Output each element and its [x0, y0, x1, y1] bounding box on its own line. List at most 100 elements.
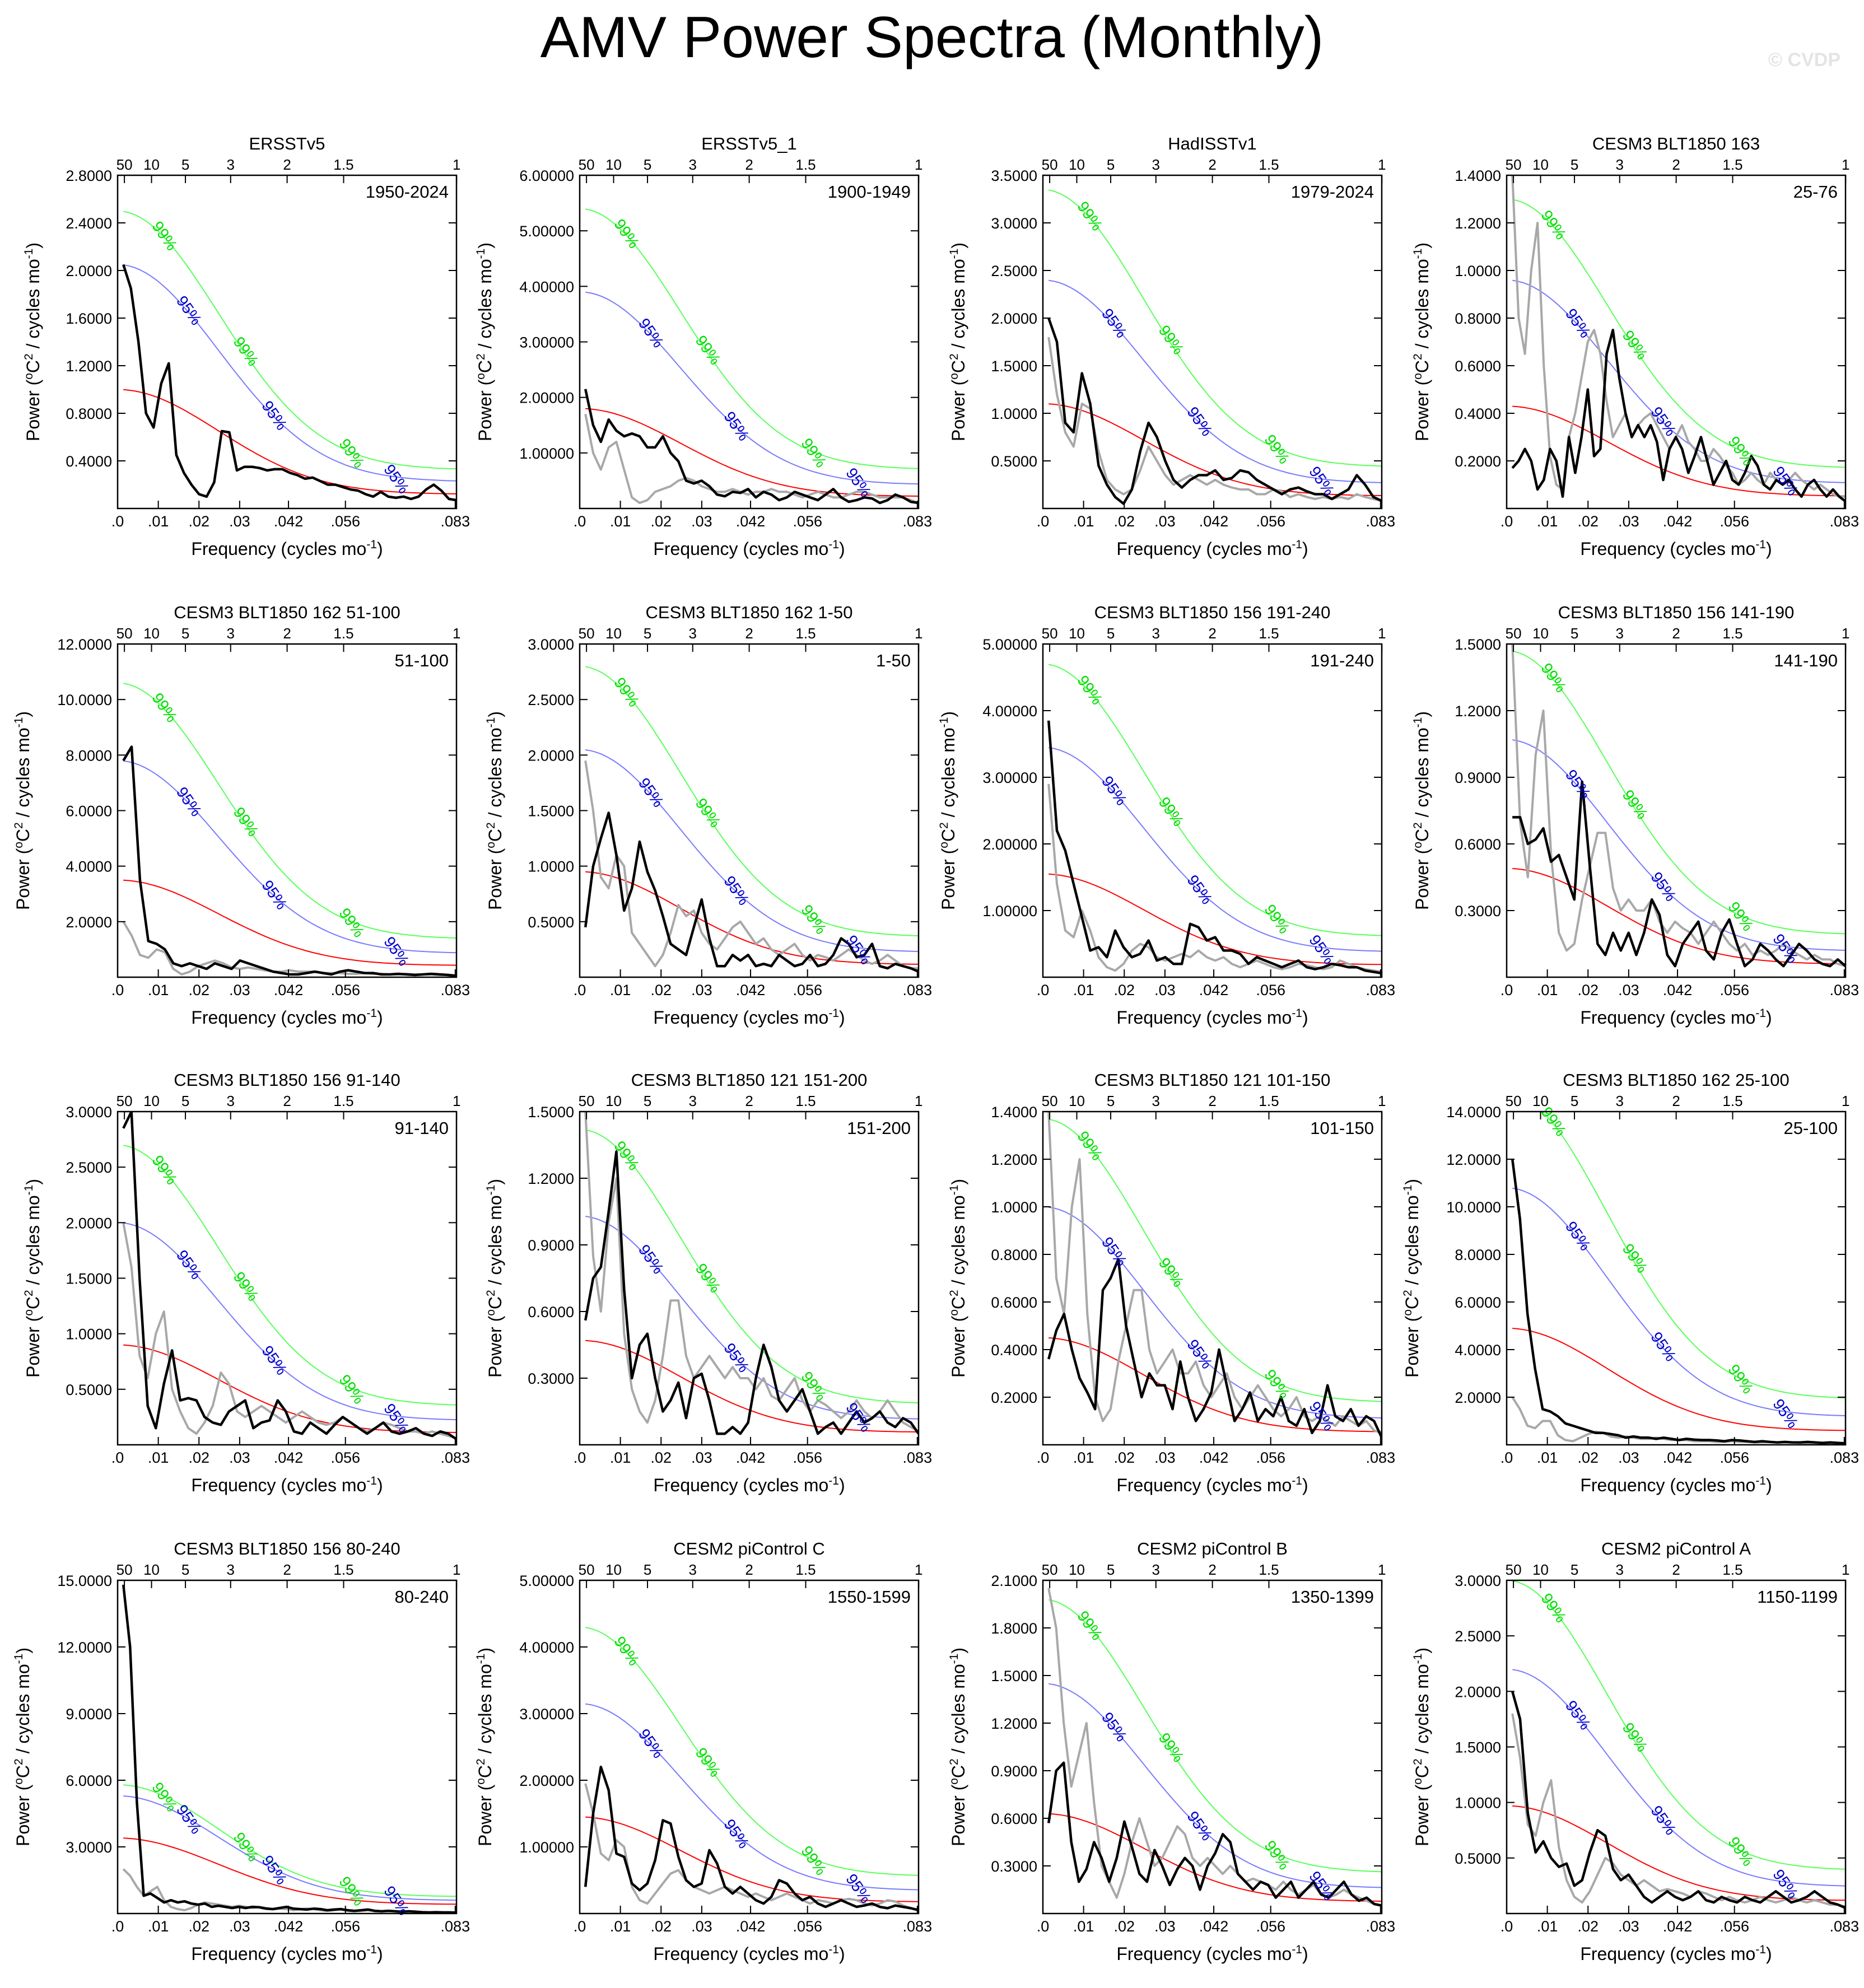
period-years-label: 51-100 — [394, 651, 449, 670]
red-noise-curve — [585, 408, 919, 497]
x-tick-label: .03 — [1618, 982, 1639, 998]
percent-95-label: 95% — [720, 1340, 753, 1375]
chart-title: ERSSTv5_1 — [701, 134, 797, 153]
red-noise-curve — [1048, 873, 1382, 965]
x-axis-label-sup: -1 — [1292, 1474, 1302, 1487]
x-axis-label-close: ) — [839, 1944, 845, 1964]
confidence-99-curve — [123, 683, 456, 939]
y-tick-label: 0.6000 — [1455, 836, 1501, 853]
period-tick-label: 10 — [1532, 156, 1549, 173]
percent-95-label: 95% — [1562, 1218, 1595, 1254]
x-tick-label: .056 — [1256, 1449, 1285, 1466]
period-years-label: 1550-1599 — [828, 1587, 911, 1607]
period-tick-label: 1.5 — [795, 156, 816, 173]
x-tick-label: .056 — [793, 982, 822, 998]
chart-title: ERSSTv5 — [249, 134, 325, 153]
y-axis-label-part: 2 — [474, 1758, 487, 1765]
period-tick-label: 1.5 — [1259, 1561, 1279, 1578]
x-tick-label: .02 — [1577, 513, 1599, 530]
period-tick-label: 2 — [1672, 1561, 1680, 1578]
y-axis-label: Power (oC2 / cycles mo-1) — [938, 711, 958, 910]
period-tick-label: 2 — [1672, 156, 1680, 173]
x-tick-label: .0 — [111, 513, 124, 530]
x-tick-label: .042 — [1663, 1449, 1693, 1466]
y-tick-label: 1.5000 — [528, 1104, 574, 1121]
y-tick-label: 3.5000 — [991, 167, 1037, 184]
chart-panel: ERSSTv599%99%99%95%95%95%1950-2024.0.01.… — [22, 134, 470, 559]
period-tick-label: 10 — [1069, 1561, 1085, 1578]
x-axis-label: Frequency (cycles mo-1) — [653, 1474, 845, 1495]
y-tick-label: 1.0000 — [991, 1199, 1037, 1216]
chart-title: CESM3 BLT1850 121 151-200 — [631, 1070, 868, 1090]
y-axis-label-part: ) — [1412, 711, 1432, 717]
y-tick-label: 0.6000 — [991, 1294, 1037, 1311]
period-tick-label: 5 — [644, 156, 651, 173]
y-axis-label-part: 2 — [22, 353, 35, 360]
confidence-95-curve — [1512, 279, 1846, 483]
x-axis-label: Frequency (cycles mo-1) — [653, 1007, 845, 1028]
x-tick-label: .02 — [1577, 1449, 1599, 1466]
period-tick-label: 1 — [915, 156, 922, 173]
x-tick-label: .02 — [1577, 982, 1599, 998]
red-noise-curve — [123, 1344, 456, 1433]
red-noise-curve — [1512, 405, 1846, 497]
y-axis-label-part: / cycles mo — [1402, 1195, 1422, 1290]
plot-lines — [122, 1112, 456, 1440]
percent-95-label: 95% — [258, 877, 291, 913]
y-tick-label: 1.2000 — [528, 1170, 574, 1187]
chart-panel: CESM2 piControl B99%99%99%95%95%95%1350-… — [948, 1539, 1395, 1964]
y-axis-label-part: 2 — [12, 822, 25, 829]
plot-lines — [1511, 175, 1846, 503]
period-tick-label: 1.5 — [1722, 1093, 1742, 1109]
y-axis-label-part: Power ( — [485, 1315, 505, 1378]
period-tick-label: 10 — [1532, 1093, 1549, 1109]
x-axis-label-sup: -1 — [828, 1007, 839, 1020]
y-tick-label: 0.8000 — [1455, 310, 1501, 327]
model-spectrum-line — [122, 1112, 456, 1440]
y-axis-label-part: -1 — [1411, 717, 1424, 728]
y-tick-label: 1.5000 — [66, 1271, 112, 1287]
y-tick-label: 4.0000 — [66, 858, 112, 875]
chart-title: HadISSTv1 — [1168, 134, 1257, 153]
confidence-99-curve — [1048, 1599, 1382, 1873]
chart-panel: CESM3 BLT1850 156 141-19099%99%99%95%95%… — [1411, 603, 1859, 1028]
red-noise-curve — [123, 1837, 456, 1905]
x-axis-label: Frequency (cycles mo-1) — [1116, 1943, 1308, 1964]
period-years-label: 25-76 — [1793, 182, 1838, 202]
model-spectrum-line — [584, 811, 919, 973]
chart-panel: CESM3 BLT1850 156 191-24099%99%99%95%95%… — [938, 603, 1395, 1028]
y-axis-label-part: C — [948, 1765, 968, 1778]
model-spectrum-line — [122, 745, 456, 977]
y-axis-label-part: C — [1412, 360, 1432, 373]
percent-95-label: 95% — [173, 1247, 206, 1282]
percent-99-label: 99% — [798, 1842, 830, 1878]
x-tick-label: .042 — [1199, 513, 1229, 530]
y-axis-label-part: ) — [475, 1648, 495, 1654]
period-tick-label: 2 — [1208, 1561, 1216, 1578]
x-tick-label: .01 — [1073, 513, 1094, 530]
chart-panel: CESM2 piControl A99%99%99%95%95%95%1150-… — [1411, 1539, 1859, 1964]
y-axis-label-part: ) — [948, 1648, 968, 1654]
x-axis-label: Frequency (cycles mo-1) — [1580, 1474, 1772, 1495]
percent-95-label: 95% — [635, 1242, 668, 1277]
x-tick-label: .042 — [736, 982, 766, 998]
confidence-95-curve — [585, 291, 919, 485]
x-tick-label: .042 — [274, 513, 304, 530]
period-tick-label: 50 — [116, 1093, 133, 1109]
period-years-label: 151-200 — [847, 1118, 911, 1138]
x-axis-label-close: ) — [1766, 539, 1772, 559]
y-axis-label-part: ) — [1402, 1179, 1422, 1185]
x-tick-label: .0 — [1500, 982, 1513, 998]
period-tick-label: 1 — [453, 1561, 460, 1578]
period-tick-label: 50 — [1506, 625, 1522, 642]
period-tick-label: 1 — [915, 1093, 922, 1109]
x-tick-label: .01 — [610, 1918, 631, 1935]
period-years-label: 141-190 — [1774, 651, 1838, 670]
x-tick-label: .02 — [650, 513, 672, 530]
y-tick-label: 4.0000 — [1455, 1342, 1501, 1359]
period-tick-label: 1.5 — [1259, 1093, 1279, 1109]
confidence-95-curve — [1048, 747, 1382, 952]
period-tick-label: 5 — [1571, 156, 1578, 173]
model-spectrum-line — [1047, 1258, 1382, 1439]
y-tick-label: 2.8000 — [66, 167, 112, 184]
